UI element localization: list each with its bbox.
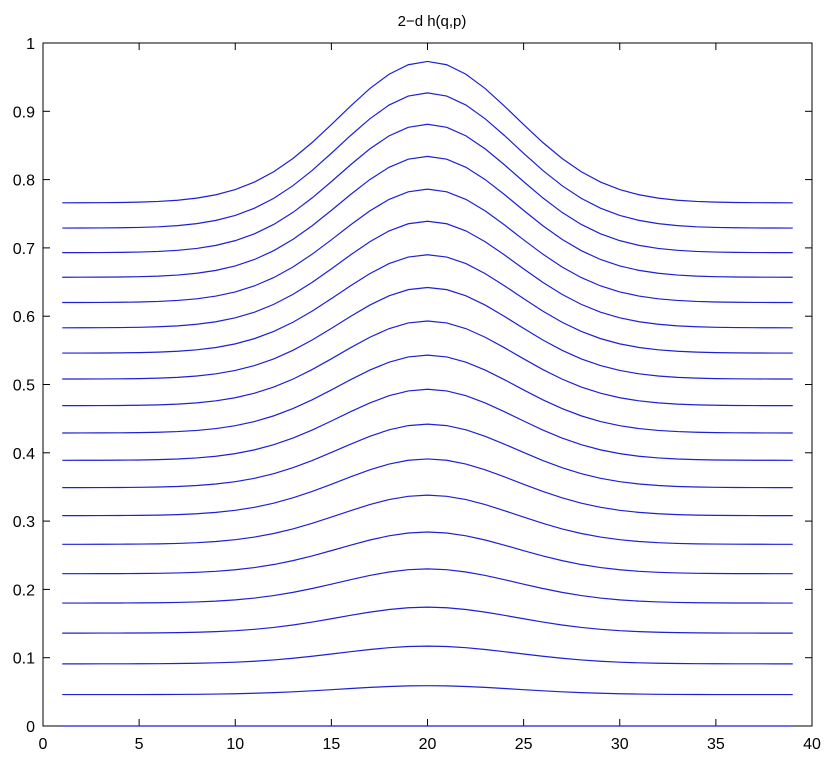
plot-frame [42, 42, 813, 727]
y-tick-label: 0.2 [13, 582, 35, 599]
y-tick-label: 0.1 [13, 651, 35, 668]
y-tick-label: 0 [26, 719, 35, 736]
series-line-3 [62, 645, 793, 665]
x-tick-label: 5 [135, 736, 144, 753]
y-tick-label: 0.5 [13, 378, 35, 395]
y-tick-label: 0.9 [13, 104, 35, 121]
series-line-19 [62, 92, 793, 229]
series-line-10 [62, 388, 793, 461]
series-line-11 [62, 354, 793, 434]
series-line-15 [62, 220, 793, 329]
series-line-2 [62, 685, 793, 696]
series-line-7 [62, 494, 793, 545]
series-line-13 [62, 286, 793, 380]
series-line-16 [62, 188, 793, 304]
y-tick-label: 0.6 [13, 309, 35, 326]
x-tick-label: 30 [611, 736, 629, 753]
axis-ticks: 0 5 10 15 20 25 30 35 40 0 0.1 0.2 0.3 0.4 0.5 0.6 0.7 0.… [13, 36, 821, 753]
y-tick-label: 0.4 [13, 446, 35, 463]
y-tick-label: 0.8 [13, 173, 35, 190]
chart-title: 2−d h(q,p) [398, 13, 467, 30]
y-tick-label: 0.7 [13, 241, 35, 258]
series-line-18 [62, 123, 793, 254]
series-line-9 [62, 423, 793, 489]
x-tick-label: 25 [515, 736, 533, 753]
series-line-14 [62, 254, 793, 354]
series-line-6 [62, 531, 793, 575]
y-tick-label: 1 [26, 36, 35, 53]
x-tick-label: 0 [39, 736, 48, 753]
series-group [62, 60, 793, 727]
series-line-4 [62, 606, 793, 634]
x-tick-label: 40 [803, 736, 821, 753]
x-tick-label: 20 [419, 736, 437, 753]
series-line-17 [62, 155, 793, 278]
series-line-8 [62, 458, 793, 517]
series-line-20 [62, 60, 793, 204]
y-tick-label: 0.3 [13, 514, 35, 531]
x-tick-label: 35 [707, 736, 725, 753]
x-tick-label: 15 [322, 736, 340, 753]
x-tick-label: 10 [226, 736, 244, 753]
series-line-12 [62, 320, 793, 407]
series-line-5 [62, 568, 793, 604]
